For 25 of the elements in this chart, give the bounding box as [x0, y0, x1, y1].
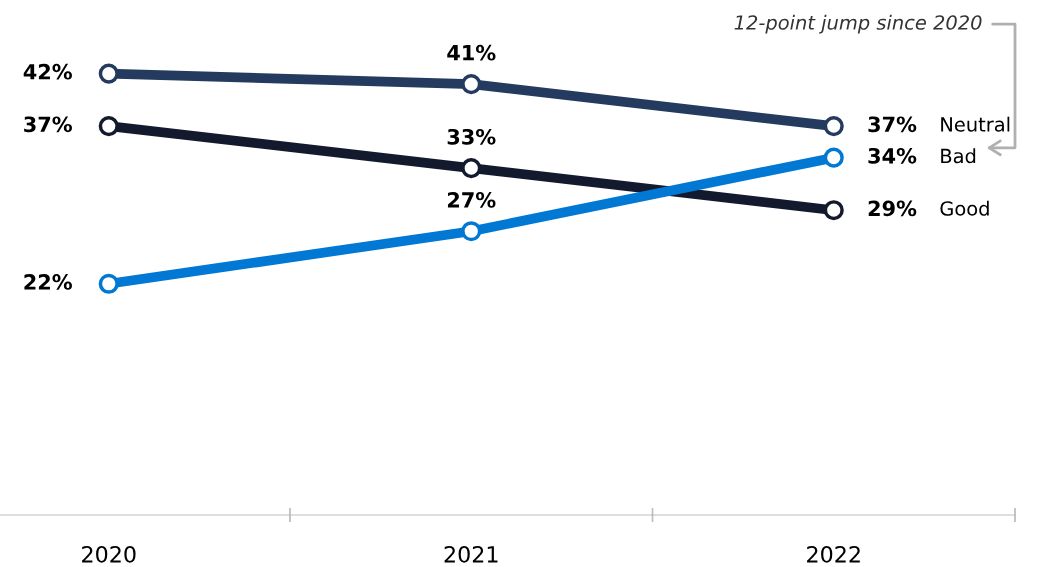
x-tick-label: 2021	[444, 545, 498, 563]
point	[98, 63, 119, 84]
data-label: 27%	[447, 191, 496, 208]
text: Bad	[941, 148, 976, 164]
data-label: 37%	[868, 116, 917, 133]
x-tick-label: 2022	[807, 545, 860, 563]
data-label: 41%	[447, 44, 496, 61]
point	[461, 221, 482, 242]
point	[823, 147, 844, 168]
point	[98, 116, 119, 137]
data-label: 37%	[24, 116, 72, 133]
point	[823, 116, 844, 137]
data-label: 34%	[868, 147, 917, 164]
text: 12-point jump since 2020	[734, 14, 982, 34]
point	[823, 200, 844, 221]
data-label: 22%	[24, 274, 72, 290]
point	[461, 158, 482, 179]
data-label: 33%	[447, 128, 496, 145]
data-label: 29%	[868, 200, 917, 217]
data-label: 42%	[23, 63, 72, 80]
text: Neutral	[941, 116, 1010, 132]
text: Good	[940, 200, 989, 216]
point	[461, 74, 482, 95]
x-tick-label: 2020	[82, 545, 136, 563]
point	[98, 273, 119, 294]
